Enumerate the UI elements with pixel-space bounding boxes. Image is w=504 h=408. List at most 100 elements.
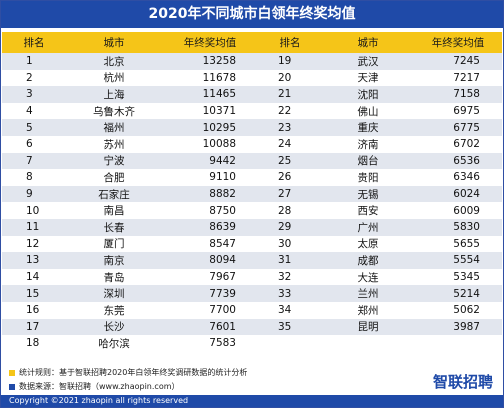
- rank-cell: 27: [258, 185, 322, 203]
- city-cell: 济南: [322, 135, 414, 153]
- bonus-value-cell: 5554: [414, 252, 502, 269]
- rank-cell: 9: [2, 185, 66, 203]
- rank-cell: 28: [258, 202, 322, 219]
- rank-cell: 13: [2, 252, 66, 269]
- copyright-footer: Copyright ©2021 zhaopin all rights reser…: [1, 395, 503, 407]
- header-bonus-left: 年终奖均值: [162, 32, 258, 53]
- bonus-value-cell: 6775: [414, 119, 502, 136]
- bonus-value-cell: 5830: [414, 218, 502, 236]
- bonus-value-cell: 6536: [414, 152, 502, 170]
- bonus-value-cell: 6702: [414, 135, 502, 153]
- table-row: 11 长春 8639 29 广州 5830: [2, 218, 502, 236]
- note-source-marker: [9, 383, 15, 390]
- table-row: 16 东莞 7700 34 郑州 5062: [2, 301, 502, 319]
- bonus-value-cell: 6346: [414, 169, 502, 186]
- table-row: 10 南昌 8750 28 西安 6009: [2, 202, 502, 219]
- city-cell: 成都: [322, 252, 414, 269]
- table-row: 6 苏州 10088 24 济南 6702: [2, 135, 502, 153]
- rank-cell: 1: [2, 53, 66, 70]
- rank-cell: 33: [258, 285, 322, 302]
- rank-cell: 6: [2, 135, 66, 153]
- city-cell: 深圳: [66, 285, 162, 302]
- city-cell: 太原: [322, 235, 414, 253]
- table-body: 1 北京 13258 19 武汉 7245 2 杭州 11678 20 天津 7217 3 上海 11465…: [2, 53, 502, 352]
- rank-cell: 2: [2, 69, 66, 87]
- bonus-value-cell: 5345: [414, 268, 502, 286]
- city-cell: 昆明: [322, 318, 414, 336]
- city-cell: [322, 335, 414, 352]
- bonus-value-cell: 8750: [162, 202, 258, 219]
- city-cell: 上海: [66, 86, 162, 103]
- table-row: 4 乌鲁木齐 10371 22 佛山 6975: [2, 102, 502, 120]
- bonus-value-cell: 10371: [162, 102, 258, 120]
- bonus-value-cell: 10088: [162, 135, 258, 153]
- bonus-value-cell: 5062: [414, 301, 502, 319]
- city-cell: 南京: [66, 252, 162, 269]
- bonus-value-cell: 11678: [162, 69, 258, 87]
- bonus-value-cell: 6024: [414, 185, 502, 203]
- city-cell: 兰州: [322, 285, 414, 302]
- chart-title: 2020年不同城市白领年终奖均值: [1, 1, 503, 28]
- city-cell: 无锡: [322, 185, 414, 203]
- table-row: 2 杭州 11678 20 天津 7217: [2, 69, 502, 87]
- note-rule-text: 统计规则：基于智联招聘2020年白领年终奖调研数据的统计分析: [19, 368, 248, 377]
- city-cell: 宁波: [66, 152, 162, 170]
- table-row: 14 青岛 7967 32 大连 5345: [2, 268, 502, 286]
- city-cell: 杭州: [66, 69, 162, 87]
- city-cell: 苏州: [66, 135, 162, 153]
- bonus-value-cell: 7583: [162, 335, 258, 352]
- bonus-value-cell: 11465: [162, 86, 258, 103]
- bonus-value-cell: 5214: [414, 285, 502, 302]
- rank-cell: 21: [258, 86, 322, 103]
- bonus-value-cell: 7217: [414, 69, 502, 87]
- city-cell: 哈尔滨: [66, 335, 162, 352]
- rank-cell: 19: [258, 53, 322, 70]
- city-cell: 石家庄: [66, 185, 162, 203]
- table-row: 5 福州 10295 23 重庆 6775: [2, 119, 502, 136]
- bonus-value-cell: 7739: [162, 285, 258, 302]
- city-cell: 合肥: [66, 169, 162, 186]
- table-row: 1 北京 13258 19 武汉 7245: [2, 53, 502, 70]
- city-cell: 福州: [66, 119, 162, 136]
- bonus-value-cell: 13258: [162, 53, 258, 70]
- city-cell: 大连: [322, 268, 414, 286]
- rank-cell: 16: [2, 301, 66, 319]
- bonus-value-cell: [414, 335, 502, 352]
- city-cell: 沈阳: [322, 86, 414, 103]
- rank-cell: 15: [2, 285, 66, 302]
- note-source: 数据来源：智联招聘（www.zhaopin.com）: [9, 381, 180, 392]
- bonus-value-cell: 3987: [414, 318, 502, 336]
- note-rule-marker: [9, 369, 15, 376]
- table-row: 9 石家庄 8882 27 无锡 6024: [2, 185, 502, 203]
- header-city-left: 城市: [66, 32, 162, 53]
- bonus-value-cell: 6009: [414, 202, 502, 219]
- rank-cell: 26: [258, 169, 322, 186]
- city-cell: 青岛: [66, 268, 162, 286]
- rank-cell: 17: [2, 318, 66, 336]
- rank-cell: 29: [258, 218, 322, 236]
- rank-cell: [258, 335, 322, 352]
- rank-cell: 14: [2, 268, 66, 286]
- rank-cell: 23: [258, 119, 322, 136]
- bonus-value-cell: 8547: [162, 235, 258, 253]
- zhaopin-logo: 智联招聘: [432, 373, 493, 391]
- city-cell: 西安: [322, 202, 414, 219]
- city-cell: 北京: [66, 53, 162, 70]
- table-row: 7 宁波 9442 25 烟台 6536: [2, 152, 502, 170]
- bonus-value-cell: 7245: [414, 53, 502, 70]
- rank-cell: 31: [258, 252, 322, 269]
- rank-cell: 10: [2, 202, 66, 219]
- table-header-row: 排名 城市 年终奖均值 排名 城市 年终奖均值: [2, 32, 502, 53]
- city-cell: 厦门: [66, 235, 162, 253]
- city-cell: 武汉: [322, 53, 414, 70]
- table-row: 3 上海 11465 21 沈阳 7158: [2, 86, 502, 103]
- rank-cell: 22: [258, 102, 322, 120]
- city-cell: 东莞: [66, 301, 162, 319]
- table-row: 13 南京 8094 31 成都 5554: [2, 252, 502, 269]
- bonus-value-cell: 10295: [162, 119, 258, 136]
- rank-cell: 32: [258, 268, 322, 286]
- bonus-value-cell: 7967: [162, 268, 258, 286]
- rank-cell: 18: [2, 335, 66, 352]
- table-row: 15 深圳 7739 33 兰州 5214: [2, 285, 502, 302]
- rank-cell: 24: [258, 135, 322, 153]
